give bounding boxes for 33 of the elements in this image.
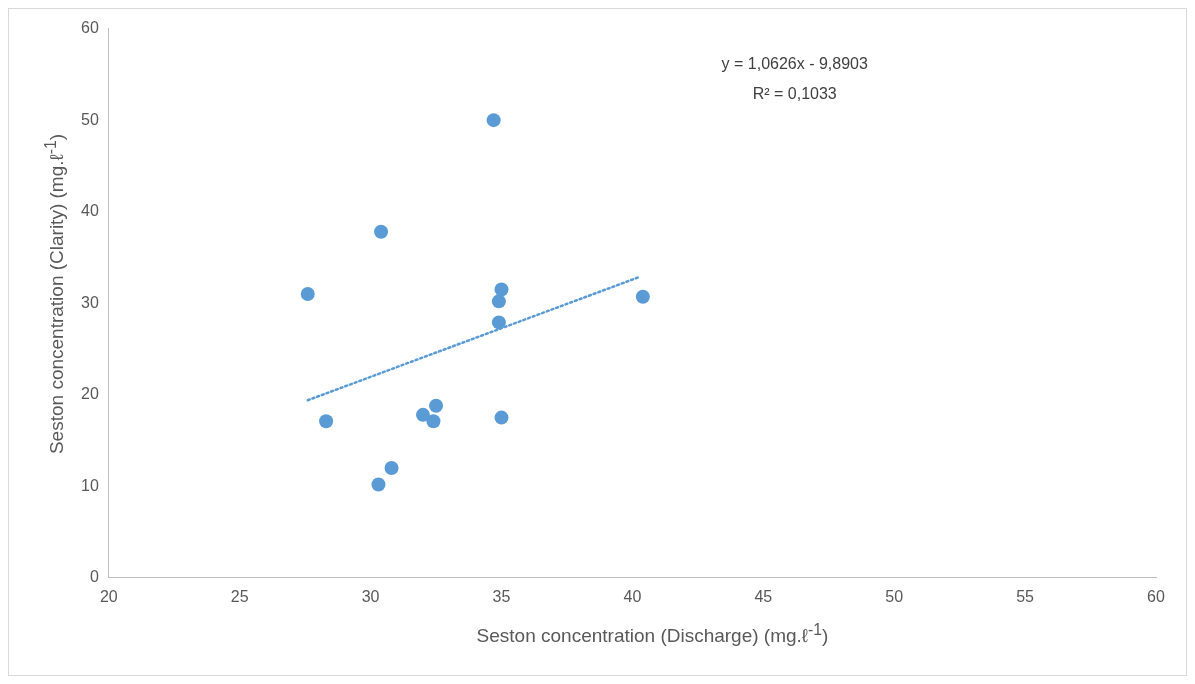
point bbox=[491, 315, 506, 330]
point bbox=[494, 282, 509, 297]
point bbox=[494, 410, 509, 425]
y-tick-label: 30 bbox=[81, 293, 99, 311]
x-tick-label: 20 bbox=[99, 587, 118, 605]
x-tick-label: 35 bbox=[492, 587, 511, 605]
x-tick-label: 60 bbox=[1147, 587, 1165, 605]
point bbox=[384, 460, 399, 475]
annotation: R² = 0,1033 bbox=[752, 85, 837, 103]
point bbox=[319, 414, 334, 429]
point bbox=[486, 113, 501, 128]
x-tick-label: 50 bbox=[885, 587, 904, 605]
point bbox=[426, 414, 441, 429]
point bbox=[635, 289, 650, 304]
x-tick-label: 30 bbox=[361, 587, 380, 605]
point bbox=[300, 287, 315, 302]
y-tick-label: 20 bbox=[81, 385, 99, 403]
y-tick-label: 0 bbox=[89, 568, 99, 586]
y-tick-label: 50 bbox=[81, 110, 99, 128]
point bbox=[415, 407, 430, 422]
y-tick-label: 60 bbox=[81, 19, 99, 37]
annotation: y = 1,0626x - 9,8903 bbox=[721, 55, 868, 73]
x-tick-label: 40 bbox=[623, 587, 642, 605]
point bbox=[371, 477, 386, 492]
x-axis-title: Seston concentration (Discharge) (mg.ℓ$^{-1}$) bbox=[475, 621, 830, 648]
point bbox=[374, 224, 389, 239]
y-tick-label: 10 bbox=[81, 476, 99, 494]
point bbox=[429, 398, 444, 413]
x-tick-label: 55 bbox=[1016, 587, 1035, 605]
x-tick-label: 45 bbox=[754, 587, 773, 605]
point bbox=[491, 294, 506, 309]
x-tick-label: 25 bbox=[230, 587, 249, 605]
y-tick-label: 40 bbox=[81, 202, 99, 220]
